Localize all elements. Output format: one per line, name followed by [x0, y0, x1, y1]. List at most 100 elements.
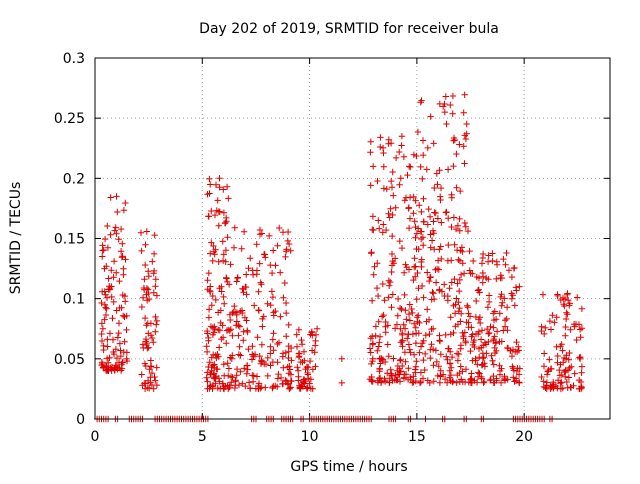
data-point — [103, 305, 110, 312]
data-point — [428, 296, 435, 303]
data-point — [456, 257, 464, 265]
data-point — [448, 279, 455, 286]
data-point — [244, 362, 251, 369]
data-point — [383, 185, 390, 193]
data-point — [461, 160, 468, 167]
data-point — [257, 279, 264, 286]
data-point — [426, 330, 433, 338]
plot-frame — [94, 57, 611, 420]
data-point — [417, 99, 424, 106]
data-point — [483, 274, 490, 282]
data-point — [516, 283, 523, 290]
data-point — [413, 296, 420, 303]
data-point — [385, 353, 392, 360]
data-point — [113, 230, 120, 237]
data-point — [576, 376, 583, 384]
data-point — [222, 258, 229, 265]
data-point — [381, 297, 388, 304]
data-point — [432, 266, 439, 273]
data-point — [267, 350, 274, 357]
data-point — [120, 312, 127, 319]
data-point — [503, 249, 510, 257]
data-point — [409, 309, 416, 317]
data-point — [419, 137, 427, 144]
data-point — [430, 362, 437, 369]
data-point — [270, 312, 277, 319]
data-point — [479, 250, 487, 258]
data-point — [225, 365, 233, 372]
data-point — [227, 354, 234, 361]
data-point — [489, 257, 496, 265]
data-point — [245, 379, 253, 386]
data-point — [468, 377, 476, 385]
data-point — [123, 326, 130, 334]
data-point — [286, 363, 293, 370]
data-point — [490, 310, 497, 317]
data-point — [376, 355, 384, 362]
data-point — [113, 193, 120, 200]
data-point — [267, 343, 274, 350]
data-point — [138, 247, 145, 255]
data-point — [245, 345, 252, 353]
data-point — [338, 379, 345, 387]
data-point — [384, 341, 391, 348]
data-point — [141, 276, 148, 283]
data-point — [150, 289, 157, 296]
data-point — [401, 325, 409, 332]
data-point — [302, 378, 309, 385]
data-point — [300, 348, 308, 355]
data-point — [224, 360, 231, 367]
data-point — [267, 301, 274, 309]
data-point — [104, 336, 111, 343]
data-point — [447, 331, 454, 338]
data-point — [567, 384, 575, 391]
data-point — [152, 276, 159, 283]
data-point — [443, 379, 451, 386]
data-point — [508, 273, 516, 281]
data-point — [105, 275, 112, 282]
data-point — [513, 375, 520, 382]
data-point — [211, 323, 218, 330]
data-point — [543, 382, 550, 389]
data-point — [279, 380, 286, 388]
data-point — [402, 261, 409, 268]
data-point — [467, 347, 474, 355]
data-point — [256, 226, 264, 234]
data-point — [369, 357, 376, 365]
data-point — [469, 331, 476, 338]
data-point — [418, 228, 425, 235]
data-point — [227, 261, 234, 268]
data-point — [399, 343, 406, 350]
data-point — [505, 267, 513, 274]
data-point — [441, 375, 449, 383]
data-point — [109, 315, 116, 322]
data-point — [141, 314, 149, 322]
data-point — [564, 290, 571, 297]
data-point — [466, 313, 474, 320]
data-point — [450, 137, 457, 144]
data-point — [501, 376, 508, 383]
data-point — [481, 363, 489, 370]
data-point — [430, 378, 437, 385]
data-point — [420, 218, 427, 225]
tick-labels: 0 0.05 0.1 0.15 0.2 0.25 0.3 0 5 10 15 20 — [54, 51, 533, 445]
data-point — [150, 250, 158, 258]
data-point — [512, 284, 520, 291]
data-point — [451, 136, 458, 144]
data-point — [258, 384, 265, 391]
data-point — [443, 353, 450, 360]
data-point — [451, 241, 458, 248]
data-point — [430, 140, 437, 147]
data-point — [478, 373, 485, 381]
x-axis-label: GPS time / hours — [290, 459, 407, 475]
data-point — [112, 362, 119, 369]
data-point — [301, 376, 308, 383]
data-point — [402, 358, 409, 365]
data-point — [539, 291, 547, 298]
data-point — [435, 363, 442, 370]
data-point — [389, 257, 396, 265]
data-point — [422, 350, 429, 358]
data-point — [382, 323, 389, 330]
data-point — [119, 240, 126, 247]
data-point — [237, 352, 244, 359]
